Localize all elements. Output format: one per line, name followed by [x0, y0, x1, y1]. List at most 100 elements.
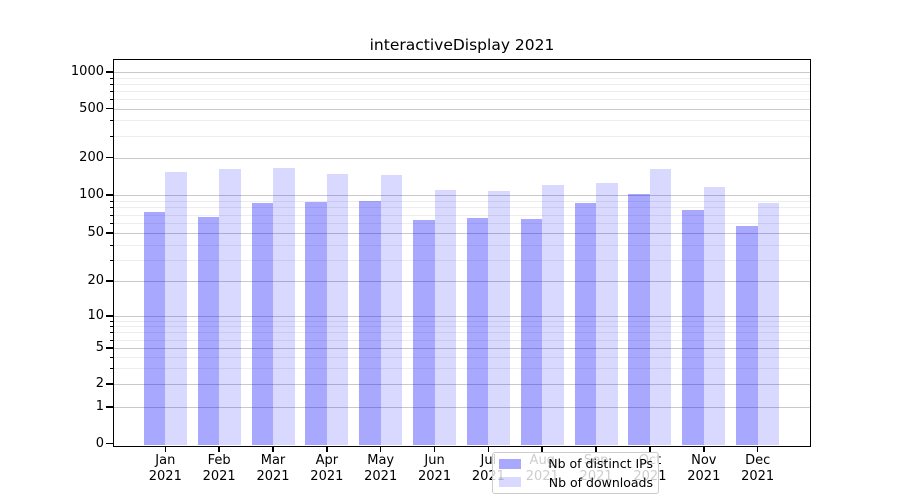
legend-label-distinct-ips: Nb of distinct IPs [548, 456, 653, 472]
x-year-label: 2021 [364, 469, 398, 484]
legend: Nb of distinct IPs Nb of downloads [492, 452, 659, 494]
y-axis-tick-label: 10 [87, 308, 104, 323]
y-axis-minor-tick [110, 320, 114, 322]
x-month-label: Feb [207, 453, 231, 468]
x-year-label: 2021 [310, 469, 344, 484]
legend-swatch-distinct-ips [499, 458, 521, 469]
y-axis-minor-tick [110, 368, 114, 370]
bar-distinct-ips-oct [628, 193, 650, 446]
x-axis-tick [433, 446, 436, 452]
bar-downloads-mar [273, 168, 295, 446]
gridline-minor [114, 368, 810, 370]
gridline-major [114, 72, 810, 73]
bar-downloads-dec [757, 202, 780, 446]
x-axis-tick-label: Nov 2021 [672, 453, 736, 485]
gridline-minor [114, 339, 810, 341]
legend-label-downloads: Nb of downloads [548, 474, 653, 490]
y-axis-tick-label: 2 [95, 376, 104, 391]
chart-title: interactiveDisplay 2021 [369, 36, 555, 54]
y-axis-tick-label: 100 [79, 187, 104, 202]
gridline-minor [114, 244, 810, 246]
gridline-major [114, 157, 810, 159]
x-axis-tick-label: Dec 2021 [726, 453, 790, 485]
y-axis-major-tick [106, 71, 114, 73]
x-axis-tick-label: Apr 2021 [295, 453, 359, 485]
y-axis-major-tick [106, 315, 114, 317]
y-axis-major-tick [106, 232, 114, 234]
gridline-minor [114, 332, 810, 334]
gridline-minor [114, 98, 810, 100]
y-axis-major-tick [106, 280, 114, 282]
gridline-minor [114, 207, 810, 209]
gridline-minor [114, 83, 810, 85]
gridline-major [114, 233, 810, 234]
x-axis-tick [326, 446, 328, 452]
gridline-major [114, 195, 810, 196]
gridline-major [114, 316, 810, 317]
x-axis-tick [541, 446, 544, 452]
x-axis-tick [218, 446, 220, 452]
bar-downloads-sep [596, 182, 618, 446]
y-axis-tick-label: 5 [95, 340, 104, 355]
gridline-minor [114, 135, 810, 137]
x-year-label: 2021 [148, 469, 182, 484]
x-axis-tick-label: Jun 2021 [403, 453, 467, 485]
legend-swatch-downloads [499, 477, 521, 488]
y-axis-minor-tick [110, 120, 114, 122]
x-axis-tick-label: Feb 2021 [187, 453, 251, 485]
y-axis-major-tick [106, 383, 114, 385]
x-axis-tick [487, 446, 490, 452]
bar-distinct-ips-nov [682, 210, 704, 446]
gridline-minor [114, 214, 810, 216]
x-year-label: 2021 [687, 469, 721, 484]
x-axis-tick [272, 446, 274, 452]
x-axis-tick [164, 446, 167, 452]
bar-distinct-ips-jun [413, 220, 435, 446]
x-axis-tick [649, 446, 651, 452]
y-axis-tick-label: 20 [87, 273, 104, 288]
y-axis-minor-tick [110, 200, 114, 202]
legend-row-downloads: Nb of downloads [493, 473, 658, 491]
y-axis-minor-tick [110, 83, 114, 85]
x-year-label: 2021 [741, 469, 775, 484]
y-axis-minor-tick [110, 135, 114, 137]
y-axis-tick-label: 200 [79, 149, 104, 165]
y-axis-major-tick [106, 406, 114, 408]
y-axis-minor-tick [110, 77, 114, 79]
y-axis-tick-label: 1 [95, 399, 104, 414]
gridline-minor [114, 77, 810, 79]
bar-downloads-aug [542, 185, 564, 446]
y-axis-major-tick [106, 347, 114, 349]
y-axis-minor-tick [110, 98, 114, 100]
y-axis-minor-tick [110, 244, 114, 246]
gridline-minor [114, 259, 810, 261]
y-axis-major-tick [106, 442, 114, 445]
bar-distinct-ips-may [359, 200, 381, 446]
bar-downloads-may [380, 174, 403, 446]
y-axis-major-tick [106, 156, 114, 159]
x-month-label: Apr [315, 453, 339, 468]
x-axis-tick [756, 446, 759, 452]
legend-row-distinct-ips: Nb of distinct IPs [493, 455, 658, 473]
y-axis-major-tick [106, 107, 114, 110]
bar-downloads-nov [703, 187, 726, 446]
gridline-minor [114, 200, 810, 202]
y-axis-tick-label: 0 [95, 435, 104, 451]
x-year-label: 2021 [418, 469, 452, 484]
bar-downloads-feb [219, 168, 241, 446]
gridline-minor [114, 326, 810, 328]
bar-distinct-ips-dec [736, 225, 758, 446]
gridline-minor [114, 223, 810, 224]
gridline-major [114, 407, 810, 408]
bar-downloads-jun [434, 189, 457, 446]
x-year-label: 2021 [256, 469, 290, 484]
x-month-label: Jun [424, 453, 445, 468]
x-month-label: Mar [260, 453, 286, 468]
gridline-minor [114, 320, 810, 322]
y-axis-minor-tick [110, 259, 114, 261]
bar-downloads-apr [326, 173, 349, 446]
y-axis-minor-tick [110, 90, 114, 92]
y-axis-major-tick [106, 194, 114, 196]
y-axis-minor-tick [110, 332, 114, 334]
